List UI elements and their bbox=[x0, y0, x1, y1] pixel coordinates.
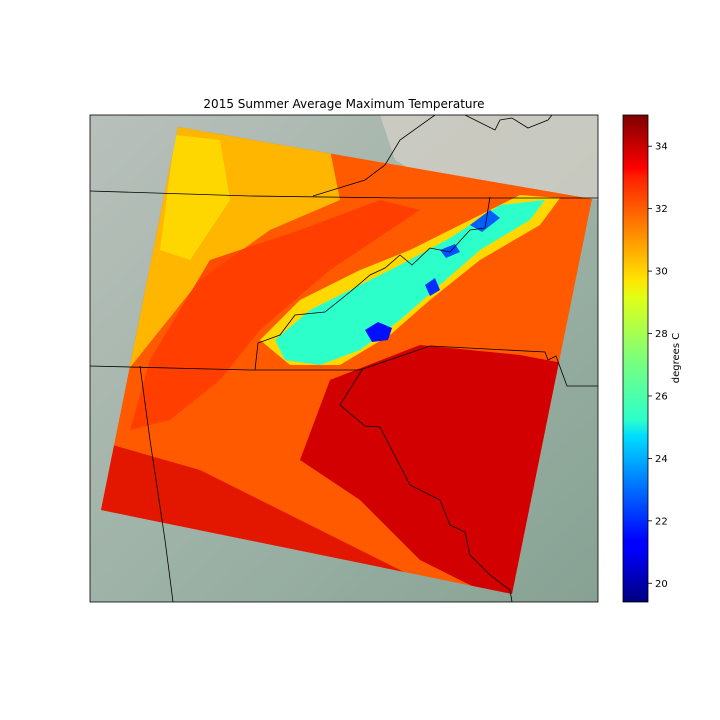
boundary-tn-nc bbox=[254, 196, 491, 371]
colorbar-label: degrees C bbox=[671, 333, 682, 383]
colorbar-ticks: 20 22 24 26 28 30 32 34 bbox=[648, 142, 668, 590]
region-high-peaks-3 bbox=[470, 210, 500, 232]
region-mountains bbox=[275, 200, 545, 365]
boundary-north-top bbox=[464, 115, 553, 131]
region-high-peaks-2 bbox=[425, 278, 440, 296]
region-high-peaks-1 bbox=[365, 322, 392, 342]
colorbar-tick-label-34: 34 bbox=[655, 142, 668, 153]
boundary-west bbox=[139, 365, 174, 602]
colorbar-tick-label-24: 24 bbox=[655, 454, 668, 465]
state-boundaries bbox=[90, 115, 598, 602]
boundary-north bbox=[90, 190, 598, 199]
map-frame bbox=[89, 114, 599, 603]
boundary-south bbox=[90, 345, 598, 387]
region-valley bbox=[130, 200, 420, 430]
colorbar-tick-label-22: 22 bbox=[655, 516, 668, 527]
map-axes bbox=[90, 115, 598, 602]
colorbar-tick-label-28: 28 bbox=[655, 329, 668, 340]
boundary-ga-sc bbox=[339, 369, 513, 602]
colorbar-tick-label-20: 20 bbox=[655, 579, 668, 590]
colorbar-tick-label-32: 32 bbox=[655, 204, 668, 215]
colorbar: 20 22 24 26 28 30 32 34 degrees C bbox=[622, 114, 682, 603]
colorbar-tick-label-26: 26 bbox=[655, 391, 668, 402]
basemap-relief bbox=[380, 115, 598, 200]
boundary-nc-va bbox=[312, 115, 436, 197]
colorbar-fill bbox=[622, 114, 649, 603]
chart-title: 2015 Summer Average Maximum Temperature bbox=[203, 97, 484, 111]
region-cool-patch bbox=[160, 135, 230, 260]
region-high-peaks-4 bbox=[440, 244, 460, 258]
colorbar-tick-label-30: 30 bbox=[655, 267, 668, 278]
